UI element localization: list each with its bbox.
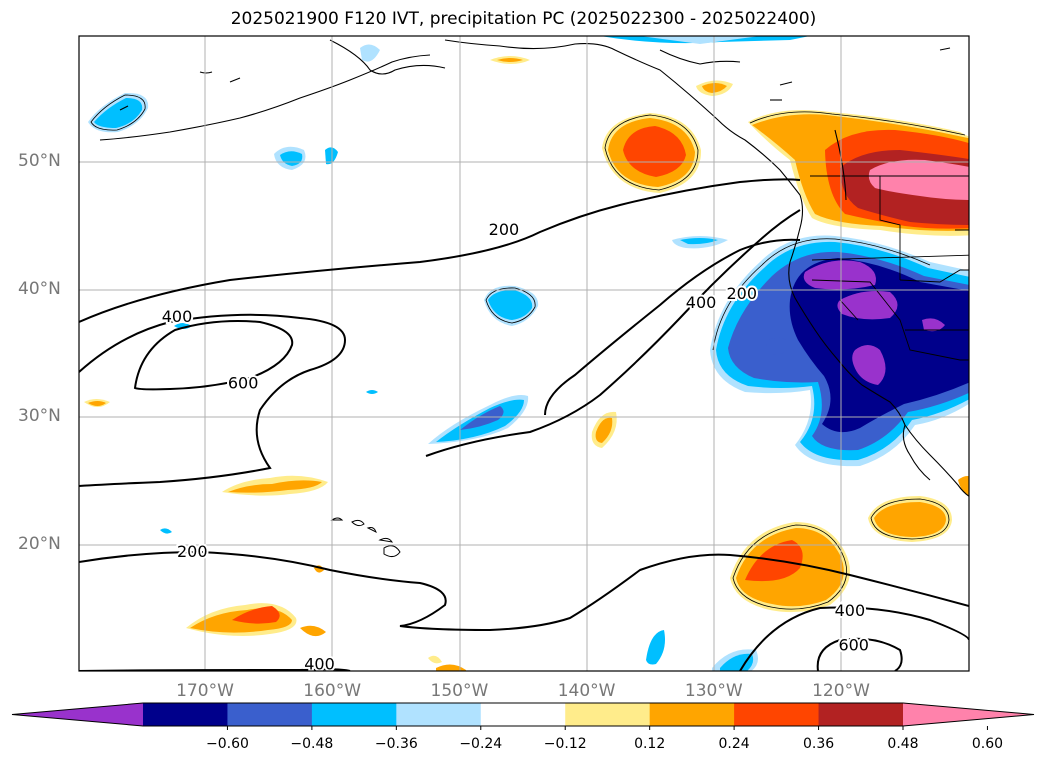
map-plot-area: 200 400 600 200 400 400 200 400 600 xyxy=(79,36,969,673)
graticule xyxy=(79,36,969,671)
colorbar-outline xyxy=(11,702,1035,727)
colorbar-extend-high xyxy=(903,703,1034,726)
latitude-label: 20°N xyxy=(18,534,61,555)
colorbar-segment xyxy=(227,703,313,726)
colorbar-tick-label: −0.36 xyxy=(374,736,418,752)
colorbar-tick-label: 0.24 xyxy=(718,736,750,752)
colorbar xyxy=(11,702,1035,730)
colorbar-tick-label: 0.60 xyxy=(971,736,1004,752)
ivt-contour-label: 200 xyxy=(177,542,208,561)
precip-shading-outlines xyxy=(90,94,966,610)
longitude-label: 150°W xyxy=(430,681,489,701)
colorbar-tick-label: −0.12 xyxy=(543,736,587,752)
ivt-contour-label: 600 xyxy=(838,635,869,654)
ivt-contour-label: 400 xyxy=(304,654,335,673)
ivt-contour-label: 400 xyxy=(835,601,866,620)
map-title: 2025021900 F120 IVT, precipitation PC (2… xyxy=(230,9,817,29)
colorbar-segment xyxy=(480,703,566,726)
colorbar-segment xyxy=(311,703,397,726)
colorbar-extend-low xyxy=(12,703,143,726)
colorbar-segment xyxy=(396,703,482,726)
latitude-label: 40°N xyxy=(18,278,61,299)
latitude-label: 30°N xyxy=(18,406,61,427)
longitude-label: 160°W xyxy=(303,681,362,701)
colorbar-segment xyxy=(818,703,904,726)
ivt-contour-label: 200 xyxy=(489,220,520,239)
longitude-label: 170°W xyxy=(176,681,234,701)
colorbar-segment xyxy=(143,703,228,726)
map-frame xyxy=(78,35,970,672)
colorbar-segment xyxy=(649,703,735,726)
ivt-contour-label: 400 xyxy=(686,293,717,312)
precip-negative-shading xyxy=(88,36,969,671)
precip-positive-shading xyxy=(84,56,969,671)
colorbar-tick-label: 0.36 xyxy=(802,736,835,752)
colorbar-segment xyxy=(565,703,651,726)
colorbar-tick-label: −0.60 xyxy=(205,736,249,752)
colorbar-tick-label: −0.48 xyxy=(290,736,334,752)
longitude-label: 120°W xyxy=(812,681,870,701)
political-borders xyxy=(810,175,969,361)
colorbar-segment xyxy=(734,703,820,726)
coastlines xyxy=(99,39,969,498)
ivt-contour-labels: 200 400 600 200 400 400 200 400 600 xyxy=(160,218,871,673)
colorbar-tick-label: −0.24 xyxy=(459,736,503,752)
longitude-label: 140°W xyxy=(557,681,616,701)
hawaii-islands xyxy=(330,517,401,558)
ivt-contour-label: 200 xyxy=(727,284,758,303)
colorbar-tick-label: 0.12 xyxy=(634,736,666,752)
ivt-contour-label: 400 xyxy=(162,307,193,326)
ivt-contour-label: 600 xyxy=(228,373,259,392)
latitude-label: 50°N xyxy=(18,151,61,171)
longitude-label: 130°W xyxy=(684,681,743,701)
colorbar-tick-label: 0.48 xyxy=(887,736,919,752)
